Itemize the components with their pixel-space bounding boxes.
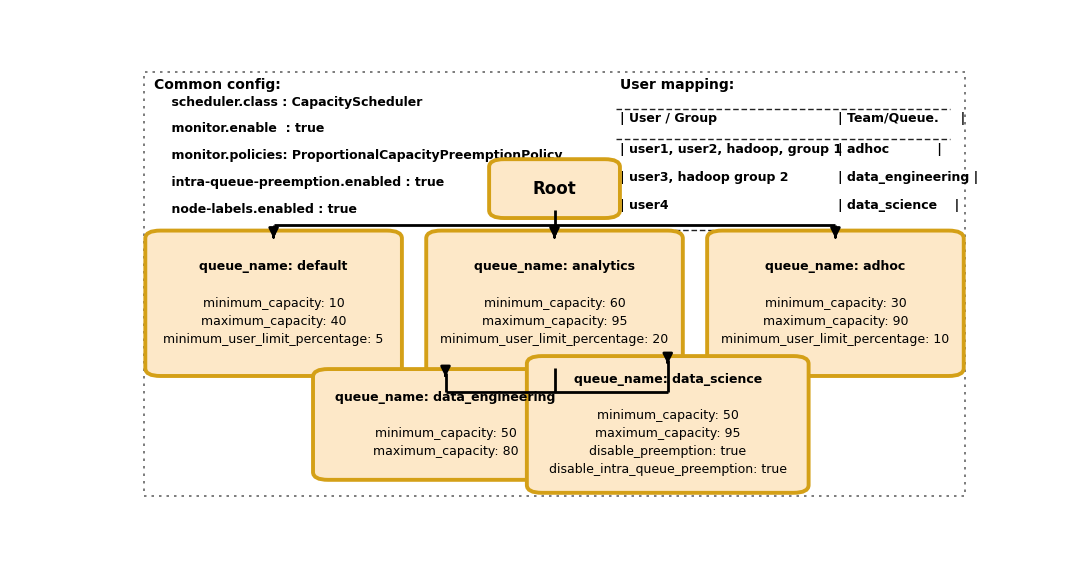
Text: node-labels.am : "CORE": node-labels.am : "CORE" <box>154 230 344 243</box>
Text: monitor.policies: ProportionalCapacityPreemptionPolicy: monitor.policies: ProportionalCapacityPr… <box>154 149 563 162</box>
Text: | data_science    |: | data_science | <box>837 200 960 212</box>
Text: monitor.enable  : true: monitor.enable : true <box>154 123 325 135</box>
Text: maximum_capacity: 40: maximum_capacity: 40 <box>201 315 346 328</box>
Text: | user3, hadoop group 2: | user3, hadoop group 2 <box>620 171 828 184</box>
Text: maximum_capacity: 95: maximum_capacity: 95 <box>595 427 740 440</box>
Text: | Team/Queue.     |: | Team/Queue. | <box>837 112 965 125</box>
Text: minimum_capacity: 10: minimum_capacity: 10 <box>202 297 344 310</box>
FancyBboxPatch shape <box>527 356 808 493</box>
Text: minimum_user_limit_percentage: 20: minimum_user_limit_percentage: 20 <box>440 333 669 346</box>
Text: minimum_capacity: 60: minimum_capacity: 60 <box>484 297 625 310</box>
FancyBboxPatch shape <box>426 230 683 376</box>
FancyBboxPatch shape <box>145 230 401 376</box>
Text: scheduler.class : CapacityScheduler: scheduler.class : CapacityScheduler <box>154 96 422 108</box>
Text: Common config:: Common config: <box>154 78 280 92</box>
Text: disable_preemption: true: disable_preemption: true <box>590 445 747 458</box>
Text: maximum_capacity: 80: maximum_capacity: 80 <box>372 445 518 458</box>
Text: minimum_user_limit_percentage: 10: minimum_user_limit_percentage: 10 <box>722 333 950 346</box>
Text: User mapping:: User mapping: <box>620 78 735 92</box>
FancyBboxPatch shape <box>489 159 620 218</box>
Text: minimum_capacity: 50: minimum_capacity: 50 <box>374 427 516 440</box>
Text: minimum_user_limit_percentage: 5: minimum_user_limit_percentage: 5 <box>163 333 384 346</box>
Text: minimum_capacity: 30: minimum_capacity: 30 <box>765 297 907 310</box>
Text: Root: Root <box>532 180 577 198</box>
Text: intra-queue-preemption.enabled : true: intra-queue-preemption.enabled : true <box>154 176 444 189</box>
FancyBboxPatch shape <box>313 369 578 480</box>
Text: maximum_capacity: 90: maximum_capacity: 90 <box>763 315 908 328</box>
Text: queue_name: analytics: queue_name: analytics <box>474 260 635 274</box>
Text: queue_name: default: queue_name: default <box>199 260 347 274</box>
Text: node-labels.enabled : true: node-labels.enabled : true <box>154 203 357 216</box>
Text: | user1, user2, hadoop, group 1: | user1, user2, hadoop, group 1 <box>620 143 842 156</box>
Text: queue_name: data_engineering: queue_name: data_engineering <box>335 391 556 404</box>
Text: | user4: | user4 <box>620 200 778 212</box>
Text: | adhoc           |: | adhoc | <box>837 143 941 156</box>
Text: | data_engineering |: | data_engineering | <box>837 171 978 184</box>
Text: disable_intra_queue_preemption: true: disable_intra_queue_preemption: true <box>549 464 787 477</box>
Text: queue_name: data_science: queue_name: data_science <box>573 373 762 386</box>
Text: | User / Group: | User / Group <box>620 112 717 125</box>
FancyBboxPatch shape <box>708 230 964 376</box>
Text: maximum_capacity: 95: maximum_capacity: 95 <box>481 315 628 328</box>
Text: queue_name: adhoc: queue_name: adhoc <box>765 260 906 274</box>
Text: minimum_capacity: 50: minimum_capacity: 50 <box>597 409 739 422</box>
